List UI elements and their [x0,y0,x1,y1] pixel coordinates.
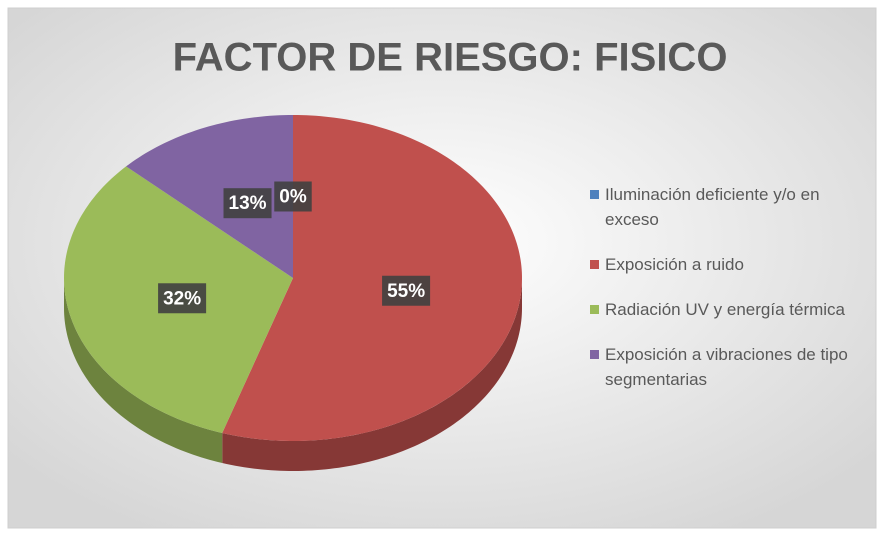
data-label-box [158,283,207,314]
data-label: 0% [279,187,307,208]
data-label-group: 0% [274,181,312,212]
data-label: 13% [229,193,267,214]
legend-label: Iluminación deficiente y/o en exceso [605,185,820,229]
legend-swatch [590,305,599,314]
legend-item: Exposición a vibraciones de tipo segment… [590,342,860,392]
legend-swatch [590,260,599,269]
data-label-group: 32% [158,283,207,314]
legend-item: Iluminación deficiente y/o en exceso [590,182,860,232]
slice-side [64,278,223,464]
data-label: 55% [387,281,425,302]
legend-swatch [590,350,599,359]
legend-label: Radiación UV y energía térmica [605,300,846,319]
data-label-box [382,275,431,306]
pie-slice [126,115,293,278]
legend: Iluminación deficiente y/o en exceso Expo… [590,182,860,412]
legend-swatch [590,190,599,199]
chart-title: FACTOR DE RIESGO: FISICO [173,36,728,80]
legend-item: Radiación UV y energía térmica [590,297,860,322]
data-label-box [274,181,312,212]
data-label: 32% [163,288,201,309]
data-label-group: 13% [223,188,272,219]
slice-side [222,278,522,471]
legend-label: Exposición a vibraciones de tipo segment… [605,345,848,389]
data-label-box [223,188,272,219]
data-label-group: 55% [382,275,431,306]
legend-item: Exposición a ruido [590,252,860,277]
legend-label: Exposición a ruido [605,255,744,274]
